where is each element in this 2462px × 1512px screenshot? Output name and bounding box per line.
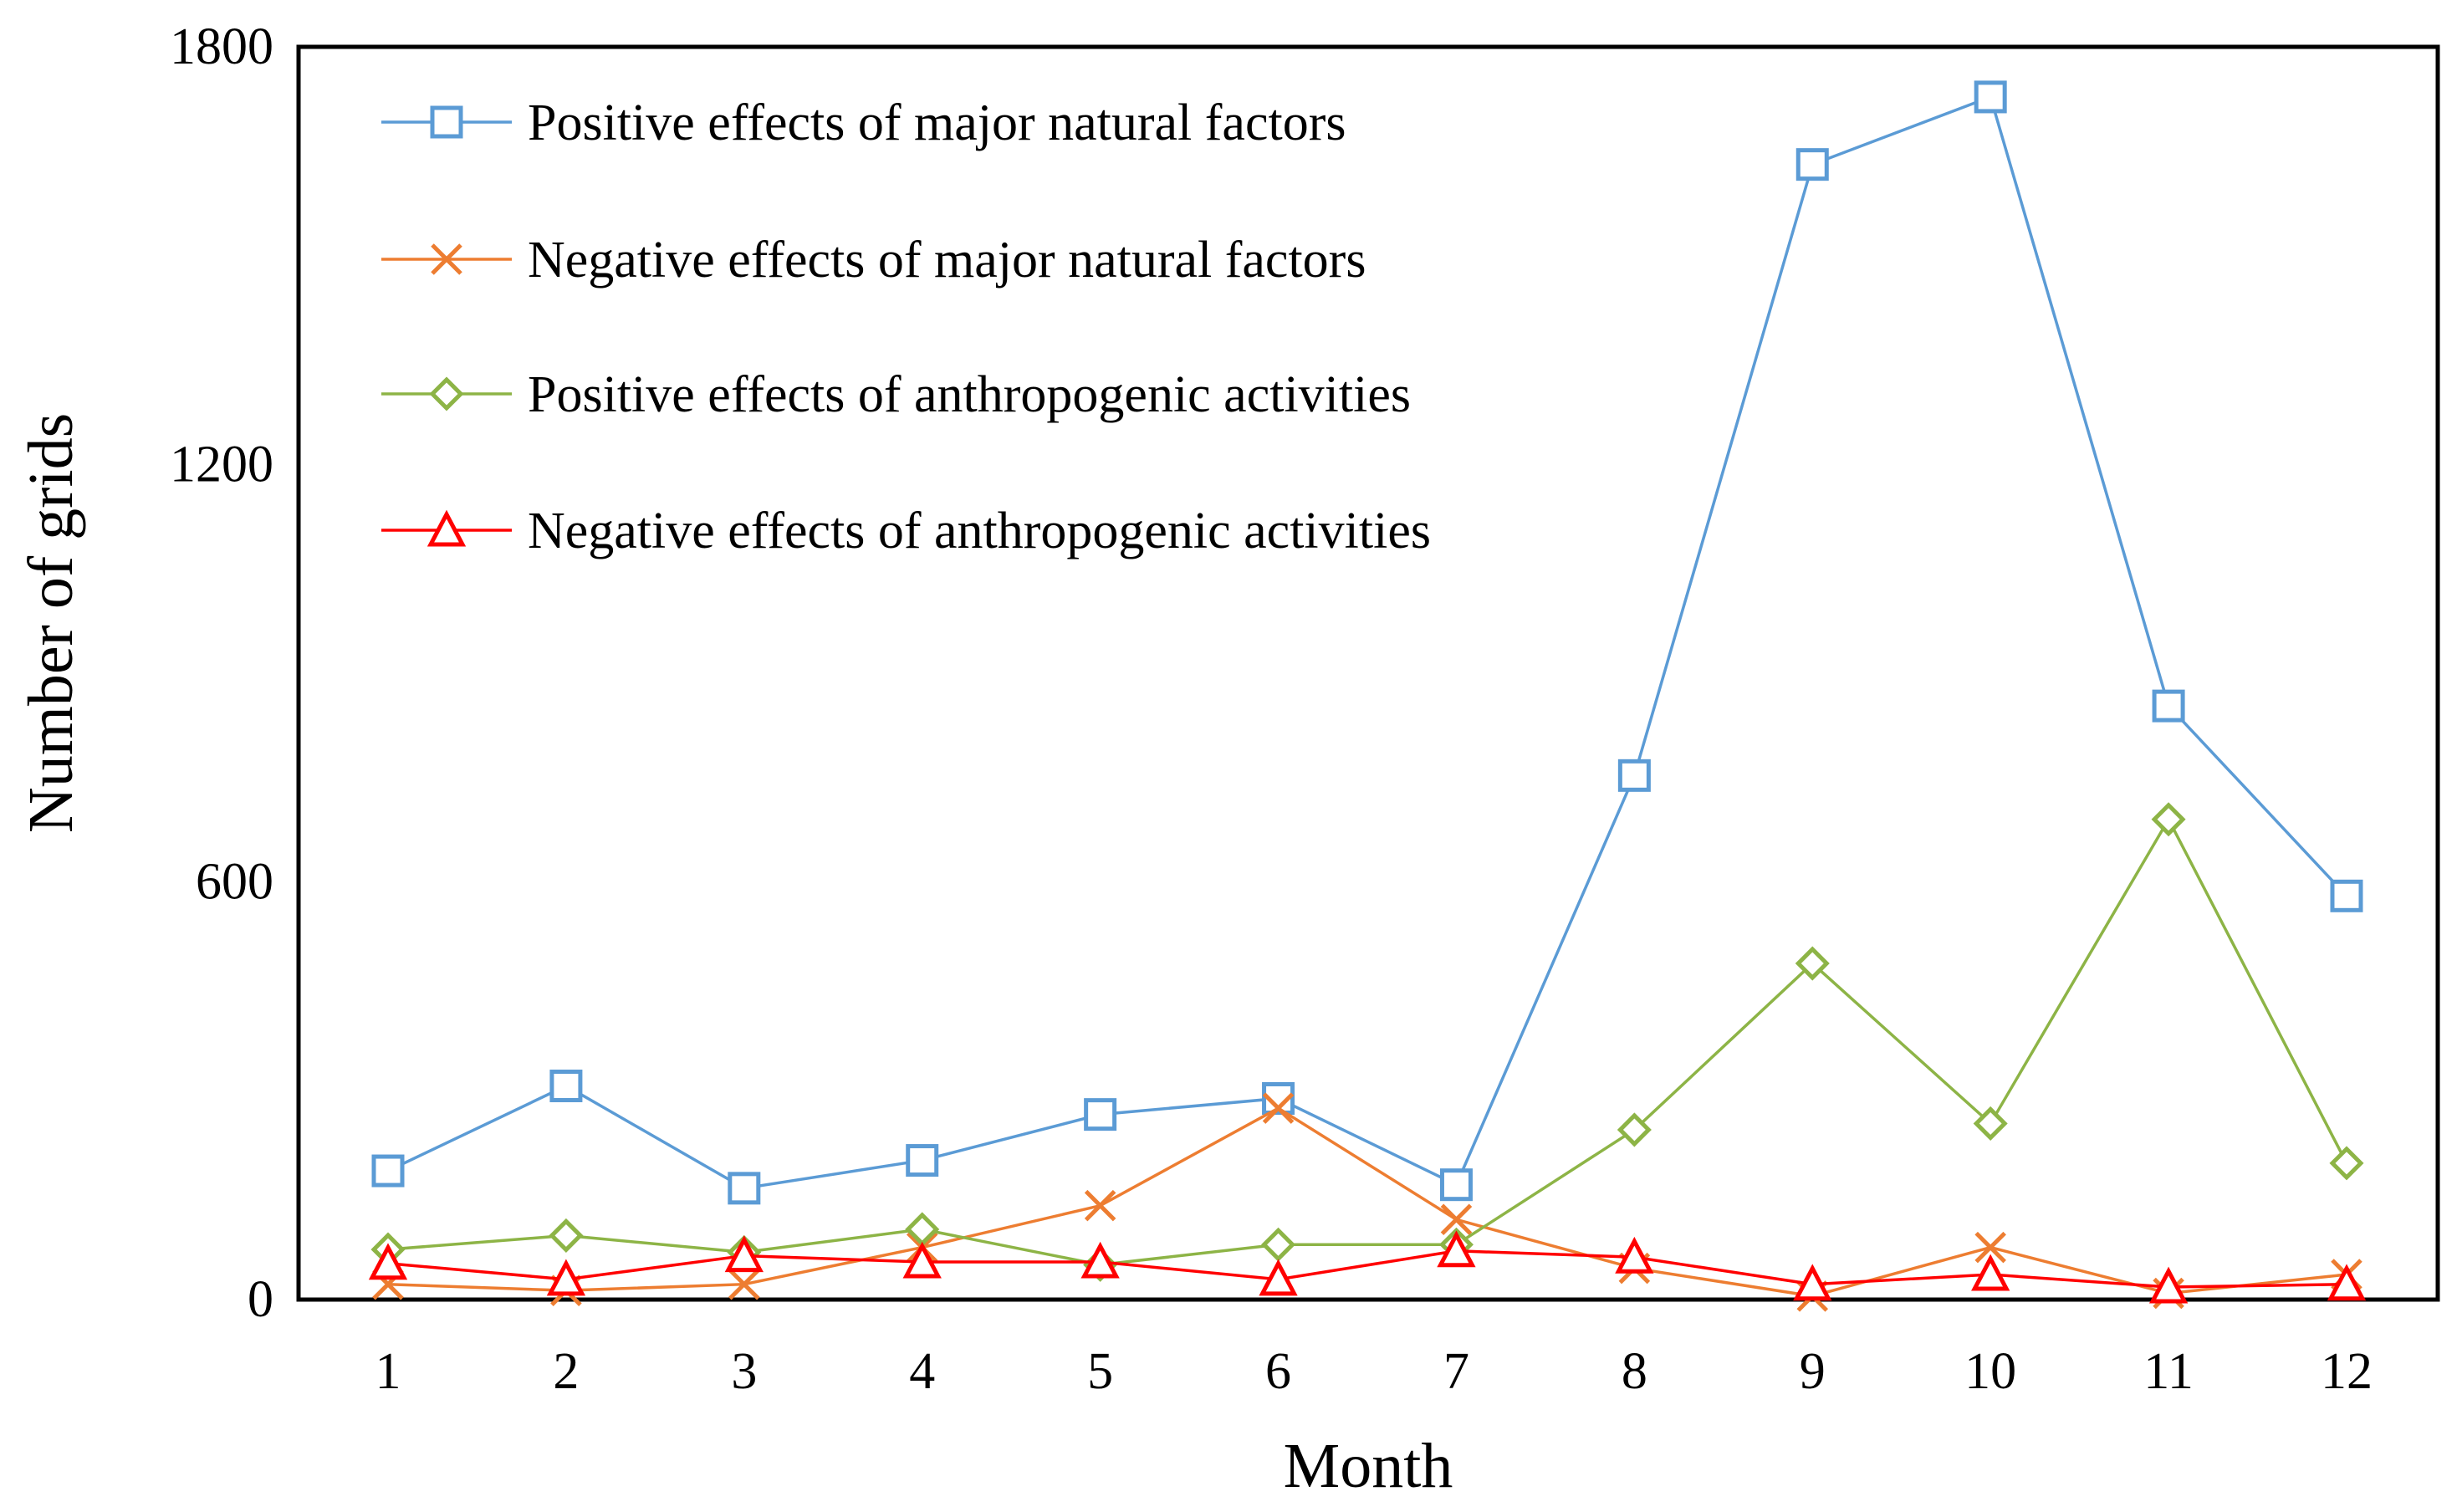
legend-entry: Positive effects of major natural factor…	[381, 94, 1346, 151]
y-tick-label: 0	[248, 1271, 273, 1328]
data-point	[1617, 1112, 1652, 1147]
data-point	[1974, 1231, 2006, 1264]
x-tick-label: 9	[1800, 1343, 1826, 1400]
series-line	[387, 816, 2348, 1267]
legend-marker-icon	[429, 376, 464, 411]
data-point	[1262, 1092, 1295, 1124]
data-point	[1615, 1236, 1654, 1274]
data-point	[1439, 1168, 1473, 1202]
y-tick-label: 1200	[170, 436, 273, 493]
x-axis-title: Month	[1284, 1431, 1453, 1501]
data-point	[1261, 1227, 1296, 1262]
data-point	[1084, 1189, 1116, 1222]
legend-entry: Negative effects of anthropogenic activi…	[381, 503, 1431, 559]
data-point	[1084, 1098, 1117, 1131]
x-tick-label: 11	[2143, 1343, 2194, 1400]
x-tick-label: 6	[1265, 1343, 1291, 1400]
series-2	[372, 1092, 2362, 1312]
series-line	[387, 1249, 2347, 1289]
data-point	[1080, 1241, 1120, 1279]
legend-marker-icon	[431, 243, 462, 275]
data-point	[2151, 802, 2186, 837]
legend-entry: Positive effects of anthropogenic activi…	[381, 366, 1411, 423]
plot-area	[296, 44, 2440, 1302]
x-tick-label: 1	[375, 1343, 401, 1400]
y-tick-label: 600	[196, 854, 273, 911]
data-point	[2329, 1146, 2364, 1181]
legend-label: Negative effects of anthropogenic activi…	[528, 503, 1431, 559]
x-tick-label: 5	[1087, 1343, 1113, 1400]
data-point	[549, 1218, 584, 1253]
legend-marker-icon	[427, 509, 467, 547]
data-point	[906, 1144, 939, 1177]
legend-entry: Negative effects of major natural factor…	[381, 232, 1366, 289]
data-point	[2152, 689, 2185, 723]
data-point	[549, 1070, 583, 1103]
data-point	[2148, 1266, 2189, 1304]
legend-marker-icon	[430, 105, 463, 139]
data-point	[1973, 1106, 2008, 1141]
series-3	[370, 802, 2364, 1282]
data-point	[728, 1268, 760, 1300]
series-line	[387, 94, 2348, 1190]
y-axis-title: Number of grids	[16, 413, 86, 833]
series-4	[368, 1230, 2367, 1304]
data-point	[368, 1243, 408, 1280]
legend-label: Positive effects of major natural factor…	[528, 94, 1346, 151]
data-point	[1795, 148, 1829, 181]
data-point	[1974, 80, 2007, 114]
x-tick-label: 8	[1622, 1343, 1647, 1400]
legend-label: Positive effects of anthropogenic activi…	[528, 366, 1411, 423]
data-point	[1437, 1230, 1476, 1268]
x-tick-label: 3	[731, 1343, 757, 1400]
data-point	[1795, 946, 1830, 981]
series-line	[387, 1106, 2347, 1298]
data-point	[724, 1235, 764, 1273]
x-tick-label: 4	[909, 1343, 935, 1400]
data-point	[2330, 879, 2363, 912]
series-1	[371, 80, 2363, 1205]
y-tick-label: 1800	[170, 18, 273, 75]
x-tick-label: 7	[1443, 1343, 1469, 1400]
data-point	[1793, 1264, 1832, 1301]
data-point	[1617, 759, 1651, 792]
data-point	[2327, 1264, 2367, 1301]
data-point	[902, 1241, 942, 1279]
legend-label: Negative effects of major natural factor…	[528, 232, 1366, 289]
data-point	[371, 1154, 405, 1188]
data-point	[1259, 1259, 1298, 1296]
data-point	[728, 1172, 761, 1205]
data-point	[1971, 1254, 2010, 1291]
x-tick-label: 12	[2321, 1343, 2373, 1400]
x-tick-label: 2	[553, 1343, 579, 1400]
data-point	[1440, 1203, 1473, 1236]
data-point	[546, 1259, 586, 1296]
x-tick-label: 10	[1964, 1343, 2016, 1400]
